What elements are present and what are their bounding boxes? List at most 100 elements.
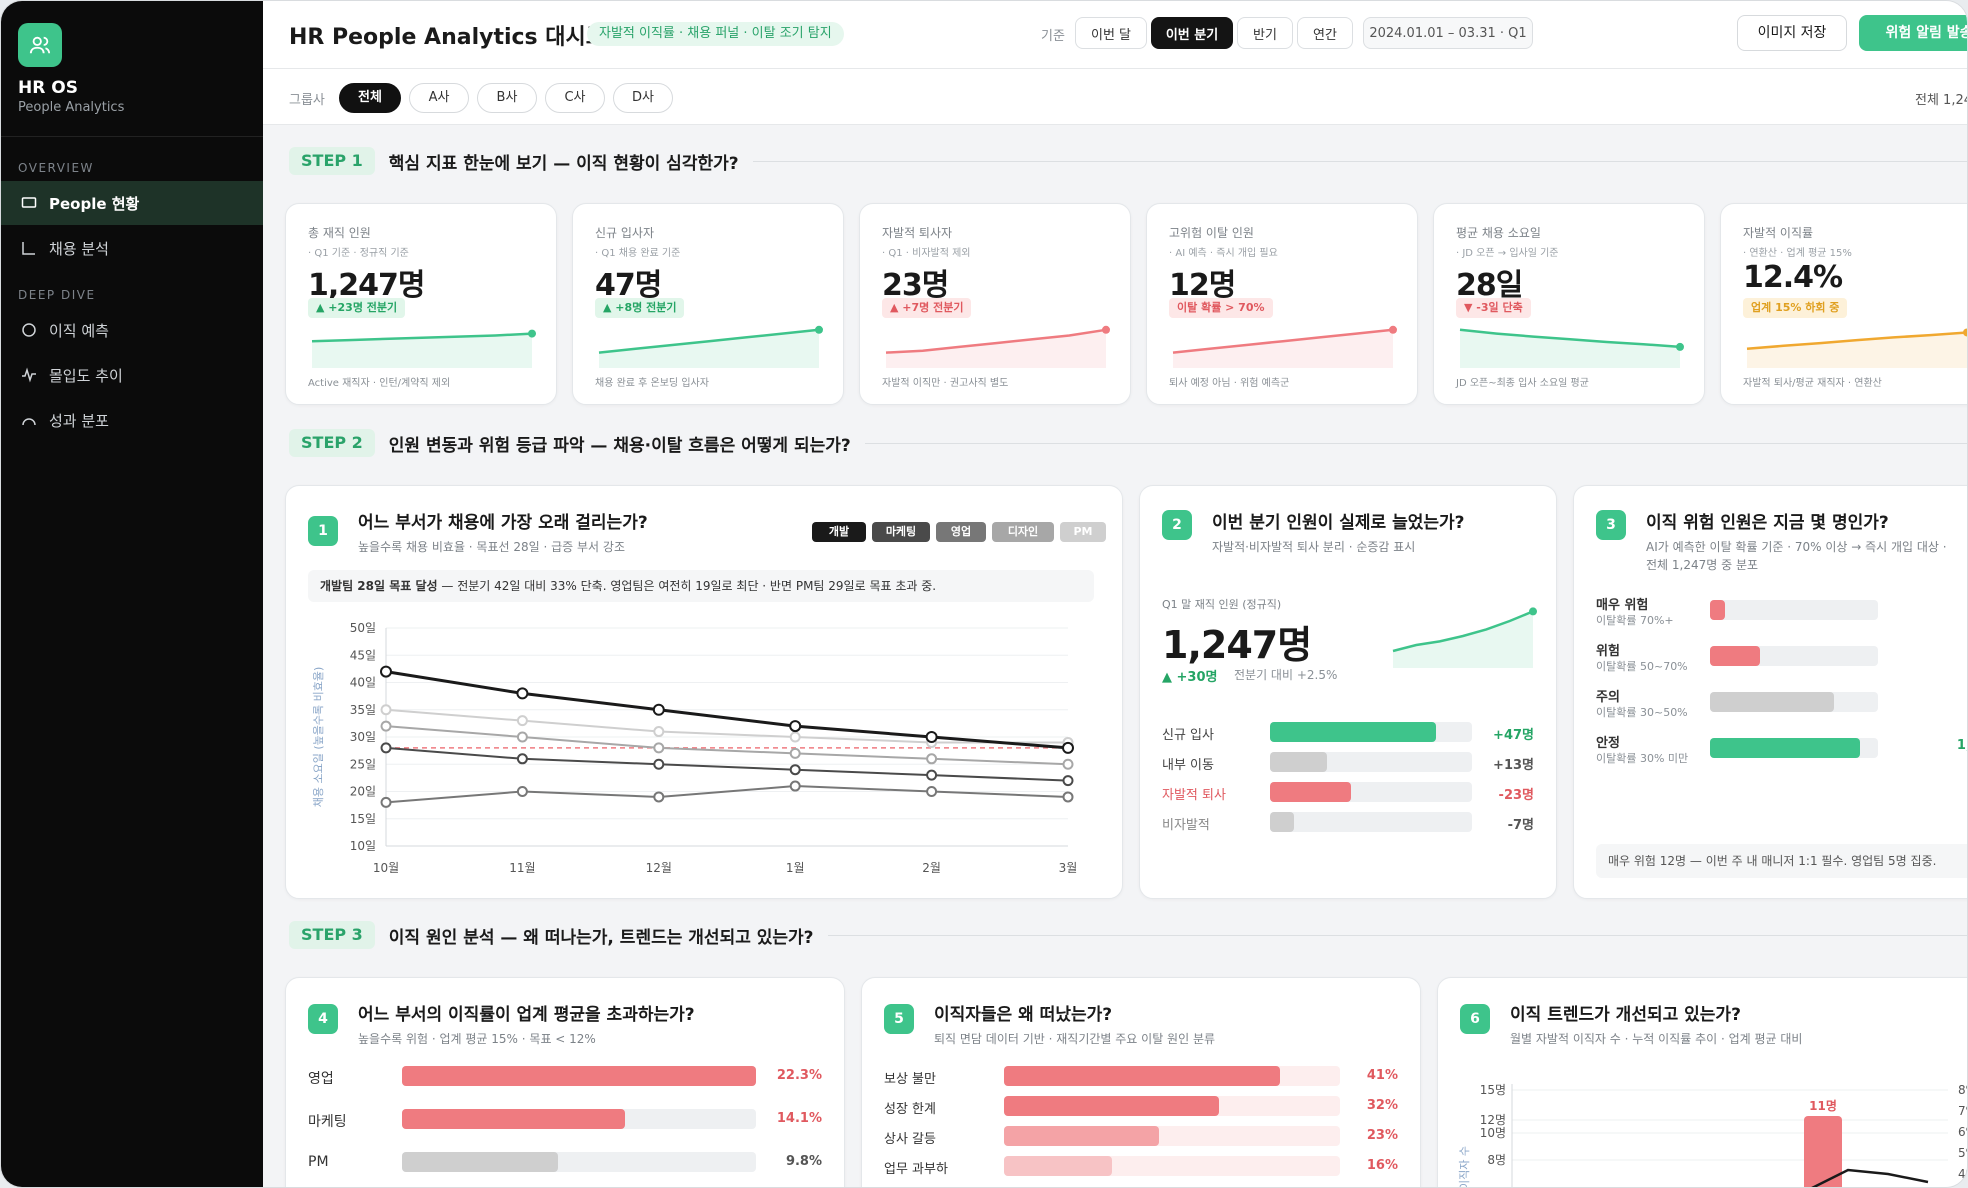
change-row-label: 내부 이동: [1162, 758, 1214, 773]
step-badge: STEP 1: [289, 147, 375, 175]
data-point[interactable]: [516, 731, 528, 743]
data-point[interactable]: [926, 786, 938, 797]
kpi-sparkline: [598, 325, 823, 368]
data-point[interactable]: [516, 753, 528, 765]
dept-rate: 22.3%: [776, 1068, 822, 1083]
period-half-button[interactable]: 반기: [1237, 17, 1293, 49]
risk-level-label: 매우 위험: [1596, 598, 1649, 613]
step-badge: STEP 2: [289, 429, 375, 457]
chip-company-c[interactable]: C사: [545, 83, 605, 113]
sparkline-end-point: [1676, 342, 1684, 351]
kpi-value: 12명: [1169, 268, 1236, 303]
legend-tag-1[interactable]: 개발: [812, 522, 866, 542]
kpi-sparkline: [885, 325, 1110, 368]
data-point[interactable]: [1062, 775, 1074, 787]
data-point[interactable]: [653, 791, 665, 803]
legend-tag-4[interactable]: 디자인: [992, 522, 1054, 542]
insight-highlight: 개발팀 28일 목표 달성: [320, 579, 438, 593]
legend-tag-3[interactable]: 영업: [936, 522, 986, 542]
card-number: 5: [884, 1004, 914, 1034]
data-point[interactable]: [516, 715, 528, 727]
sparkline-path: [1459, 328, 1681, 349]
top-bar: HR People Analytics 대시보드 자발적 이직률 · 채용 퍼널…: [263, 1, 1967, 69]
reason-percent: 41%: [1366, 1068, 1398, 1083]
pulse-icon: [22, 367, 36, 383]
change-row-fill: [1270, 752, 1327, 772]
attrition-trend-card: 6 이직 트렌드가 개선되고 있는가? 월별 자발적 이직자 수 · 누적 이직…: [1437, 977, 1967, 1188]
trend-bar[interactable]: [1804, 1116, 1842, 1188]
data-point[interactable]: [789, 747, 801, 759]
chip-company-a[interactable]: A사: [409, 83, 469, 113]
data-point[interactable]: [925, 731, 938, 743]
sidebar-item-attrition[interactable]: 이직 예측: [1, 308, 263, 352]
sidebar-item-hiring[interactable]: 채용 분석: [1, 226, 263, 270]
data-point[interactable]: [1062, 758, 1074, 770]
legend-tag-5[interactable]: PM: [1060, 522, 1106, 542]
period-month-button[interactable]: 이번 달: [1075, 17, 1147, 49]
risk-track: [1710, 738, 1878, 758]
reason-label: 업무 과부하: [884, 1162, 948, 1177]
x-tick-label: 3월: [1059, 861, 1078, 875]
bar-value-label: 11명: [1809, 1099, 1837, 1113]
data-point[interactable]: [380, 796, 392, 808]
change-row-track: [1270, 752, 1472, 772]
step-header: STEP 2 인원 변동과 위험 등급 파악 — 채용·이탈 흐름은 어떻게 되…: [289, 429, 1967, 457]
chip-company-b[interactable]: B사: [477, 83, 537, 113]
save-image-button[interactable]: 이미지 저장: [1737, 15, 1847, 51]
data-point[interactable]: [789, 731, 801, 743]
data-point[interactable]: [789, 764, 801, 776]
dept-track: [402, 1152, 756, 1172]
reason-track: [1004, 1156, 1340, 1176]
sidebar-item-performance[interactable]: 성과 분포: [1, 398, 263, 442]
card-number: 6: [1460, 1004, 1490, 1034]
data-point[interactable]: [653, 758, 665, 770]
data-point[interactable]: [653, 726, 665, 738]
dept-fill: [402, 1152, 558, 1172]
kpi-label: 고위험 이탈 인원: [1169, 226, 1254, 240]
sparkline-area: [886, 329, 1106, 368]
data-point[interactable]: [1062, 791, 1074, 803]
period-quarter-button[interactable]: 이번 분기: [1151, 17, 1233, 49]
total-headcount: 전체 1,247명: [1915, 93, 1967, 108]
page-title: HR People Analytics 대시보드: [289, 25, 627, 50]
data-point[interactable]: [380, 665, 392, 678]
series-line-영업: [385, 785, 1069, 804]
data-point[interactable]: [926, 753, 938, 765]
sparkline-end-point: [1529, 607, 1537, 616]
reason-track: [1004, 1096, 1340, 1116]
date-range-display[interactable]: 2024.01.01 – 03.31 · Q1: [1363, 17, 1533, 49]
kpi-badge: ▲ +7명 전분기: [882, 298, 972, 318]
data-point[interactable]: [380, 720, 392, 732]
app-logo[interactable]: [18, 23, 62, 67]
data-point[interactable]: [653, 742, 665, 754]
chip-all[interactable]: 전체: [339, 83, 401, 113]
data-point[interactable]: [516, 687, 529, 700]
sparkline-path: [1172, 328, 1394, 354]
y-tick-label: 50일: [350, 621, 376, 635]
period-year-button[interactable]: 연간: [1297, 17, 1353, 49]
sidebar-section-label: OVERVIEW: [18, 161, 94, 175]
sidebar-item-engagement[interactable]: 몰입도 추이: [1, 353, 263, 397]
legend-tag-2[interactable]: 마케팅: [872, 522, 930, 542]
data-point[interactable]: [926, 769, 938, 781]
data-point[interactable]: [789, 720, 802, 733]
chip-company-d[interactable]: D사: [613, 83, 673, 113]
send-alert-button[interactable]: 위험 알림 발송: [1859, 15, 1967, 51]
change-row-value: +13명: [1493, 758, 1534, 773]
data-point[interactable]: [380, 704, 392, 716]
change-row-track: [1270, 722, 1472, 742]
data-point[interactable]: [516, 786, 528, 797]
y-left-label: 이직자 수: [1458, 1146, 1471, 1188]
data-point[interactable]: [789, 780, 801, 792]
series-line-디자인: [385, 725, 1069, 766]
kpi-footer: 채용 완료 후 온보딩 입사자: [595, 378, 709, 389]
card-subtitle: 퇴직 면담 데이터 기반 · 재직기간별 주요 이탈 원인 분류: [934, 1032, 1216, 1046]
data-point[interactable]: [1062, 741, 1074, 754]
y-tick-label: 20일: [350, 785, 376, 799]
change-row-label: 자발적 퇴사: [1162, 788, 1226, 803]
sidebar-item-people[interactable]: People 현황: [1, 181, 263, 225]
x-tick-label: 11월: [509, 861, 535, 875]
circle-icon: [22, 323, 36, 337]
data-point[interactable]: [380, 742, 392, 754]
data-point[interactable]: [652, 703, 665, 716]
